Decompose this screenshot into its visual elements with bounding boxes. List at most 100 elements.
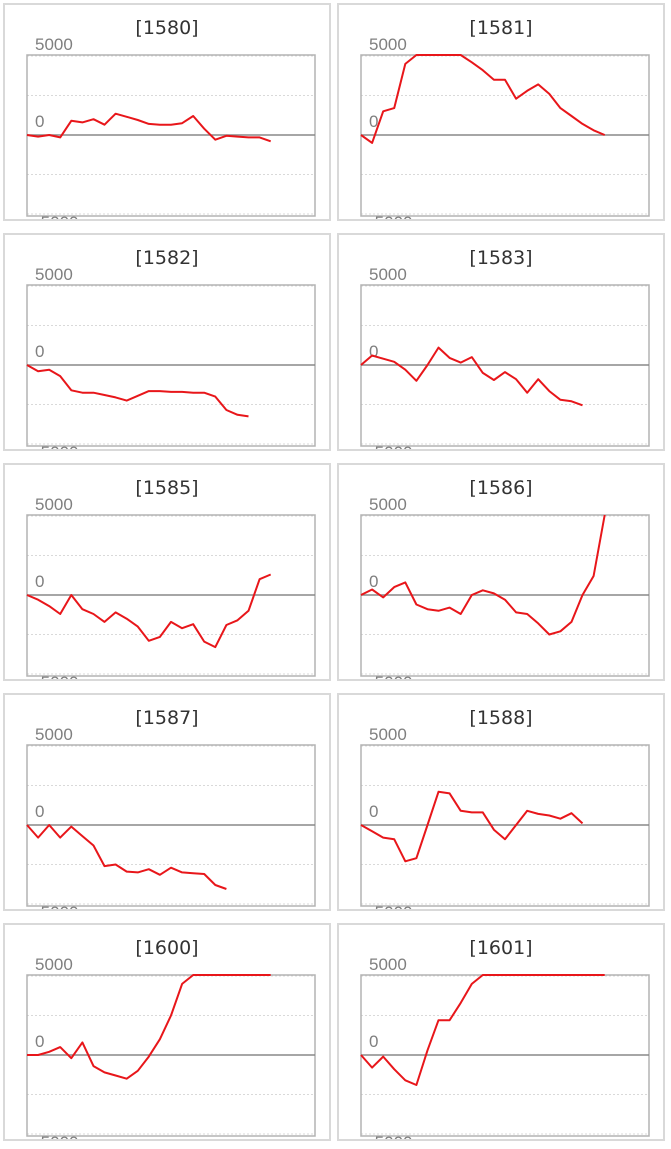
data-point — [471, 811, 473, 813]
y-tick-label: 5000 — [369, 725, 407, 744]
data-point — [515, 378, 517, 380]
data-point — [26, 364, 28, 366]
data-point — [115, 864, 117, 866]
data-point — [515, 98, 517, 100]
data-point — [571, 400, 573, 402]
data-point — [70, 826, 72, 828]
chart-title: [1586] — [469, 477, 533, 499]
data-point — [393, 586, 395, 588]
data-point — [70, 1057, 72, 1059]
chart-title: [1588] — [469, 707, 533, 729]
data-point — [37, 1054, 39, 1056]
data-point — [126, 871, 128, 873]
data-point — [148, 640, 150, 642]
data-point — [449, 792, 451, 794]
data-point — [26, 1054, 28, 1056]
data-point — [548, 634, 550, 636]
data-point — [582, 594, 584, 596]
data-point — [548, 390, 550, 392]
data-point — [225, 974, 227, 976]
data-point — [237, 974, 239, 976]
data-point — [371, 142, 373, 144]
data-point — [70, 594, 72, 596]
chart-title: [1583] — [469, 247, 533, 269]
chart-svg: 5000 0 -5000 — [360, 495, 650, 679]
y-tick-label: -5000 — [369, 673, 412, 679]
data-point — [26, 824, 28, 826]
data-point — [225, 888, 227, 890]
data-point — [181, 871, 183, 873]
data-point — [526, 974, 528, 976]
data-point — [37, 136, 39, 138]
data-point — [582, 974, 584, 976]
chart-svg: 5000 0 -5000 — [360, 725, 650, 909]
data-point — [404, 63, 406, 65]
data-point — [37, 370, 39, 372]
data-point — [48, 605, 50, 607]
data-point — [515, 974, 517, 976]
data-point — [115, 113, 117, 115]
data-point — [159, 390, 161, 392]
data-point — [248, 415, 250, 417]
data-point — [371, 355, 373, 357]
data-point — [438, 1019, 440, 1021]
data-point — [214, 646, 216, 648]
y-tick-label: 5000 — [35, 265, 73, 284]
data-point — [404, 581, 406, 583]
data-point — [571, 621, 573, 623]
data-point — [471, 983, 473, 985]
data-point — [593, 129, 595, 131]
data-point — [427, 608, 429, 610]
data-point — [415, 1084, 417, 1086]
data-point — [170, 1015, 172, 1017]
data-point — [571, 812, 573, 814]
data-point — [225, 135, 227, 137]
data-point — [427, 824, 429, 826]
data-point — [360, 824, 362, 826]
data-point — [582, 822, 584, 824]
data-point — [427, 54, 429, 56]
data-point — [493, 379, 495, 381]
data-point — [504, 838, 506, 840]
series-line — [27, 974, 271, 1080]
data-point — [449, 357, 451, 359]
y-tick-label: 0 — [369, 112, 378, 131]
chart-panel: [1600] 5000 0 -5000 — [3, 923, 331, 1141]
data-point — [504, 599, 506, 601]
data-point — [537, 974, 539, 976]
chart-svg: 5000 0 -5000 — [360, 35, 650, 219]
data-point — [214, 139, 216, 141]
data-point — [81, 392, 83, 394]
data-point — [371, 589, 373, 591]
data-point — [504, 371, 506, 373]
y-tick-label: -5000 — [369, 903, 412, 909]
data-point — [382, 596, 384, 598]
data-point — [415, 604, 417, 606]
data-point — [460, 1002, 462, 1004]
data-point — [537, 378, 539, 380]
data-point — [126, 1078, 128, 1080]
data-point — [59, 837, 61, 839]
data-point — [137, 395, 139, 397]
data-point — [360, 1054, 362, 1056]
data-point — [582, 123, 584, 125]
data-point — [237, 136, 239, 138]
series-line — [26, 824, 227, 890]
data-point — [493, 79, 495, 81]
data-point — [415, 380, 417, 382]
data-point — [59, 613, 61, 615]
data-point — [137, 1070, 139, 1072]
data-point — [571, 115, 573, 117]
series-line — [26, 573, 272, 649]
y-tick-label: -5000 — [35, 1133, 78, 1139]
data-point — [159, 874, 161, 876]
data-point — [404, 1079, 406, 1081]
series-line — [360, 346, 583, 407]
data-point — [526, 613, 528, 615]
data-point — [404, 369, 406, 371]
data-point — [59, 1046, 61, 1048]
data-point — [526, 392, 528, 394]
y-tick-label: 5000 — [35, 35, 73, 54]
y-tick-label: 0 — [35, 112, 44, 131]
